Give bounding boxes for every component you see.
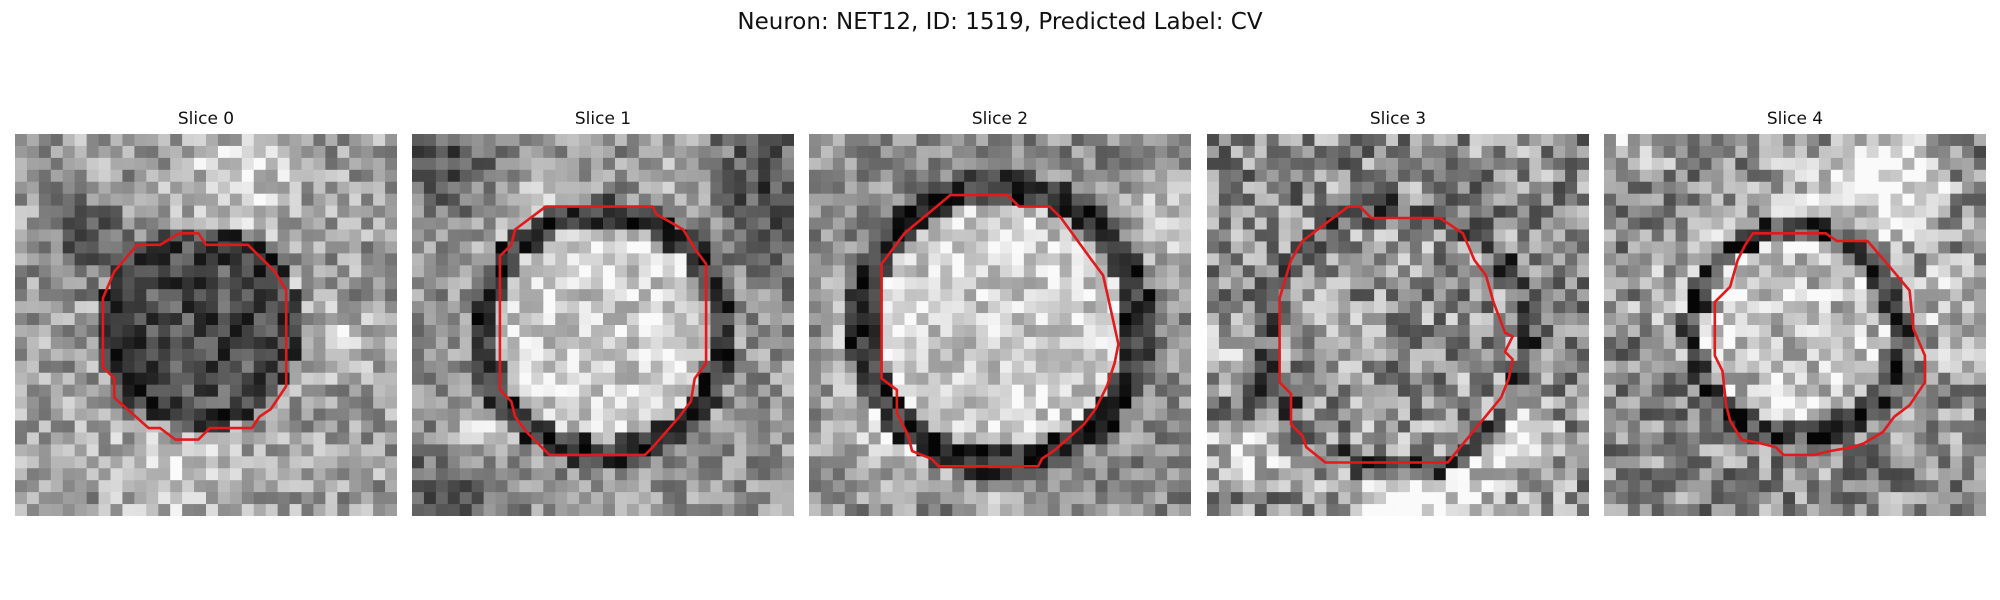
slice-image [1207,134,1589,516]
segmentation-contour [498,205,708,457]
figure-title: Neuron: NET12, ID: 1519, Predicted Label… [737,9,1263,35]
slice-title: Slice 0 [177,109,235,129]
slice-title: Slice 3 [1369,109,1427,129]
slice-title: Slice 2 [971,109,1029,129]
segmentation-contour [101,232,288,441]
slice-title: Slice 1 [574,109,632,129]
segmentation-contour [1713,232,1927,457]
slice-image [412,134,794,516]
segmentation-contour [1278,205,1514,464]
segmentation-contour [880,193,1120,468]
slice-image [809,134,1191,516]
slice-image [1604,134,1986,516]
slice-image [15,134,397,516]
slice-title: Slice 4 [1766,109,1824,129]
